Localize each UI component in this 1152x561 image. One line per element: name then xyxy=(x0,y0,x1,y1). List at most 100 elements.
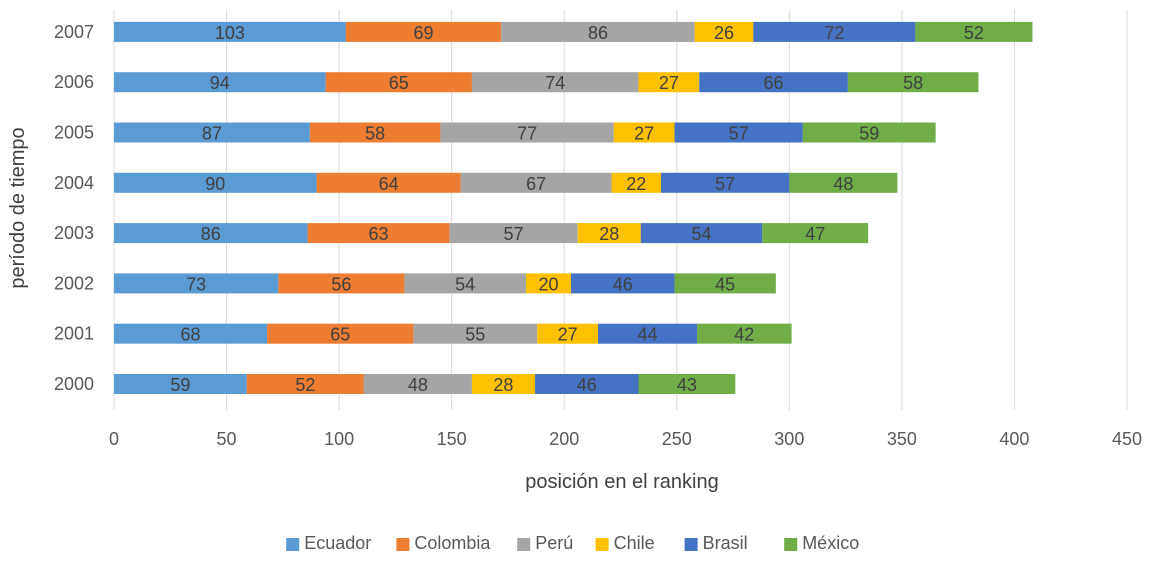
bar-segment xyxy=(363,374,472,394)
bar-data-label: 64 xyxy=(379,174,399,194)
legend-label: Perú xyxy=(535,533,573,553)
bar-segment xyxy=(440,122,614,143)
bar-data-label: 52 xyxy=(964,23,984,43)
bar-segment xyxy=(114,122,310,143)
bar-data-label: 87 xyxy=(202,124,222,144)
bar-data-label: 73 xyxy=(186,274,206,294)
bar-data-label: 58 xyxy=(365,124,385,144)
bar-segment xyxy=(278,273,405,294)
x-tick-label: 450 xyxy=(1112,429,1142,449)
bar-data-label: 77 xyxy=(517,124,537,144)
bar-data-label: 27 xyxy=(659,73,679,93)
bar-data-label: 47 xyxy=(805,224,825,244)
bar-segment xyxy=(404,273,526,294)
legend-label: México xyxy=(802,533,859,553)
bar-data-label: 26 xyxy=(714,23,734,43)
legend: Ecuador Colombia Perú Chile Brasil México xyxy=(286,533,859,553)
bar-data-label: 45 xyxy=(715,274,735,294)
bar-segment xyxy=(640,223,763,244)
bar-segment xyxy=(694,21,754,42)
bar-data-label: 58 xyxy=(903,73,923,93)
bar-data-label: 54 xyxy=(692,224,712,244)
bar-data-label: 54 xyxy=(455,274,475,294)
bar-data-label: 90 xyxy=(205,174,225,194)
bar-data-label: 28 xyxy=(493,375,513,395)
y-tick-label: 2005 xyxy=(54,123,94,143)
bar-data-label: 22 xyxy=(626,174,646,194)
gridlines xyxy=(113,10,1128,410)
x-axis-title: posición en el ranking xyxy=(525,471,718,493)
bar-segment xyxy=(802,122,936,143)
x-axis-ticks: 0 50 100 150 200 250 300 350 400 450 xyxy=(109,429,1142,449)
bar-data-label: 65 xyxy=(330,325,350,345)
bar-segment xyxy=(638,374,736,394)
y-tick-label: 2006 xyxy=(54,72,94,92)
bar-segment xyxy=(267,323,414,344)
bar-segment xyxy=(413,323,538,344)
bar-data-label: 66 xyxy=(764,73,784,93)
bar-data-label: 52 xyxy=(295,375,315,395)
bar-data-label: 59 xyxy=(170,375,190,395)
bar-segment xyxy=(699,72,848,93)
legend-swatch xyxy=(684,538,698,551)
bar-data-label: 42 xyxy=(734,325,754,345)
bar-segment xyxy=(638,72,700,93)
bar-segment xyxy=(325,72,472,93)
bar-data-label: 69 xyxy=(414,23,434,43)
legend-label: Brasil xyxy=(703,533,748,553)
legend-swatch xyxy=(595,538,609,551)
legend-label: Colombia xyxy=(414,533,491,553)
bar-segment xyxy=(674,273,776,294)
legend-swatch xyxy=(286,538,300,551)
bar-data-label: 67 xyxy=(526,174,546,194)
bar-segment xyxy=(114,323,268,344)
bar-segment xyxy=(449,223,578,244)
bar-data-label: 56 xyxy=(331,274,351,294)
bar-segment xyxy=(114,21,346,42)
x-tick-label: 200 xyxy=(549,429,579,449)
bar-data-label: 65 xyxy=(389,73,409,93)
bar-data-label: 46 xyxy=(577,375,597,395)
y-tick-label: 2007 xyxy=(54,22,94,42)
legend-swatch xyxy=(784,538,798,551)
legend-swatch xyxy=(517,538,531,551)
bar-segment xyxy=(309,122,441,143)
bar-data-label: 86 xyxy=(201,224,221,244)
y-tick-label: 2001 xyxy=(54,324,94,344)
bar-segment xyxy=(762,223,869,244)
bar-segment xyxy=(661,172,790,193)
legend-item: Chile xyxy=(595,533,655,553)
bar-data-label: 57 xyxy=(729,124,749,144)
bar-segment xyxy=(674,122,803,143)
bar-segment xyxy=(114,172,317,193)
y-tick-label: 2002 xyxy=(54,273,94,293)
bar-data-label: 46 xyxy=(613,274,633,294)
x-tick-label: 150 xyxy=(437,429,467,449)
bar-segment xyxy=(570,273,675,294)
bar-data-label: 59 xyxy=(859,124,879,144)
x-tick-label: 50 xyxy=(217,429,237,449)
bar-data-label: 48 xyxy=(833,174,853,194)
data-labels: 59 52 48 28 46 43 68 65 55 27 44 42 73 56 54 20 46 45 86 63… xyxy=(170,23,984,395)
bar-segment xyxy=(847,72,979,93)
x-tick-label: 0 xyxy=(109,429,119,449)
bar-data-label: 72 xyxy=(824,23,844,43)
bar-segment xyxy=(577,223,641,244)
legend-item: Ecuador xyxy=(286,533,371,553)
y-axis-title: período de tiempo xyxy=(7,127,29,288)
bar-segment xyxy=(471,374,535,394)
legend-label: Ecuador xyxy=(304,533,371,553)
bar-data-label: 68 xyxy=(181,325,201,345)
bar-segment xyxy=(471,72,639,93)
bar-data-label: 74 xyxy=(545,73,565,93)
bar-data-label: 57 xyxy=(504,224,524,244)
x-tick-label: 400 xyxy=(999,429,1029,449)
bar-data-label: 63 xyxy=(368,224,388,244)
bar-data-label: 57 xyxy=(715,174,735,194)
bar-segment xyxy=(501,21,695,42)
legend-item: Perú xyxy=(517,533,573,553)
bar-data-label: 44 xyxy=(637,325,657,345)
y-axis-ticks: 2000 2001 2002 2003 2004 2005 2006 2007 xyxy=(54,22,94,394)
bar-data-label: 86 xyxy=(588,23,608,43)
